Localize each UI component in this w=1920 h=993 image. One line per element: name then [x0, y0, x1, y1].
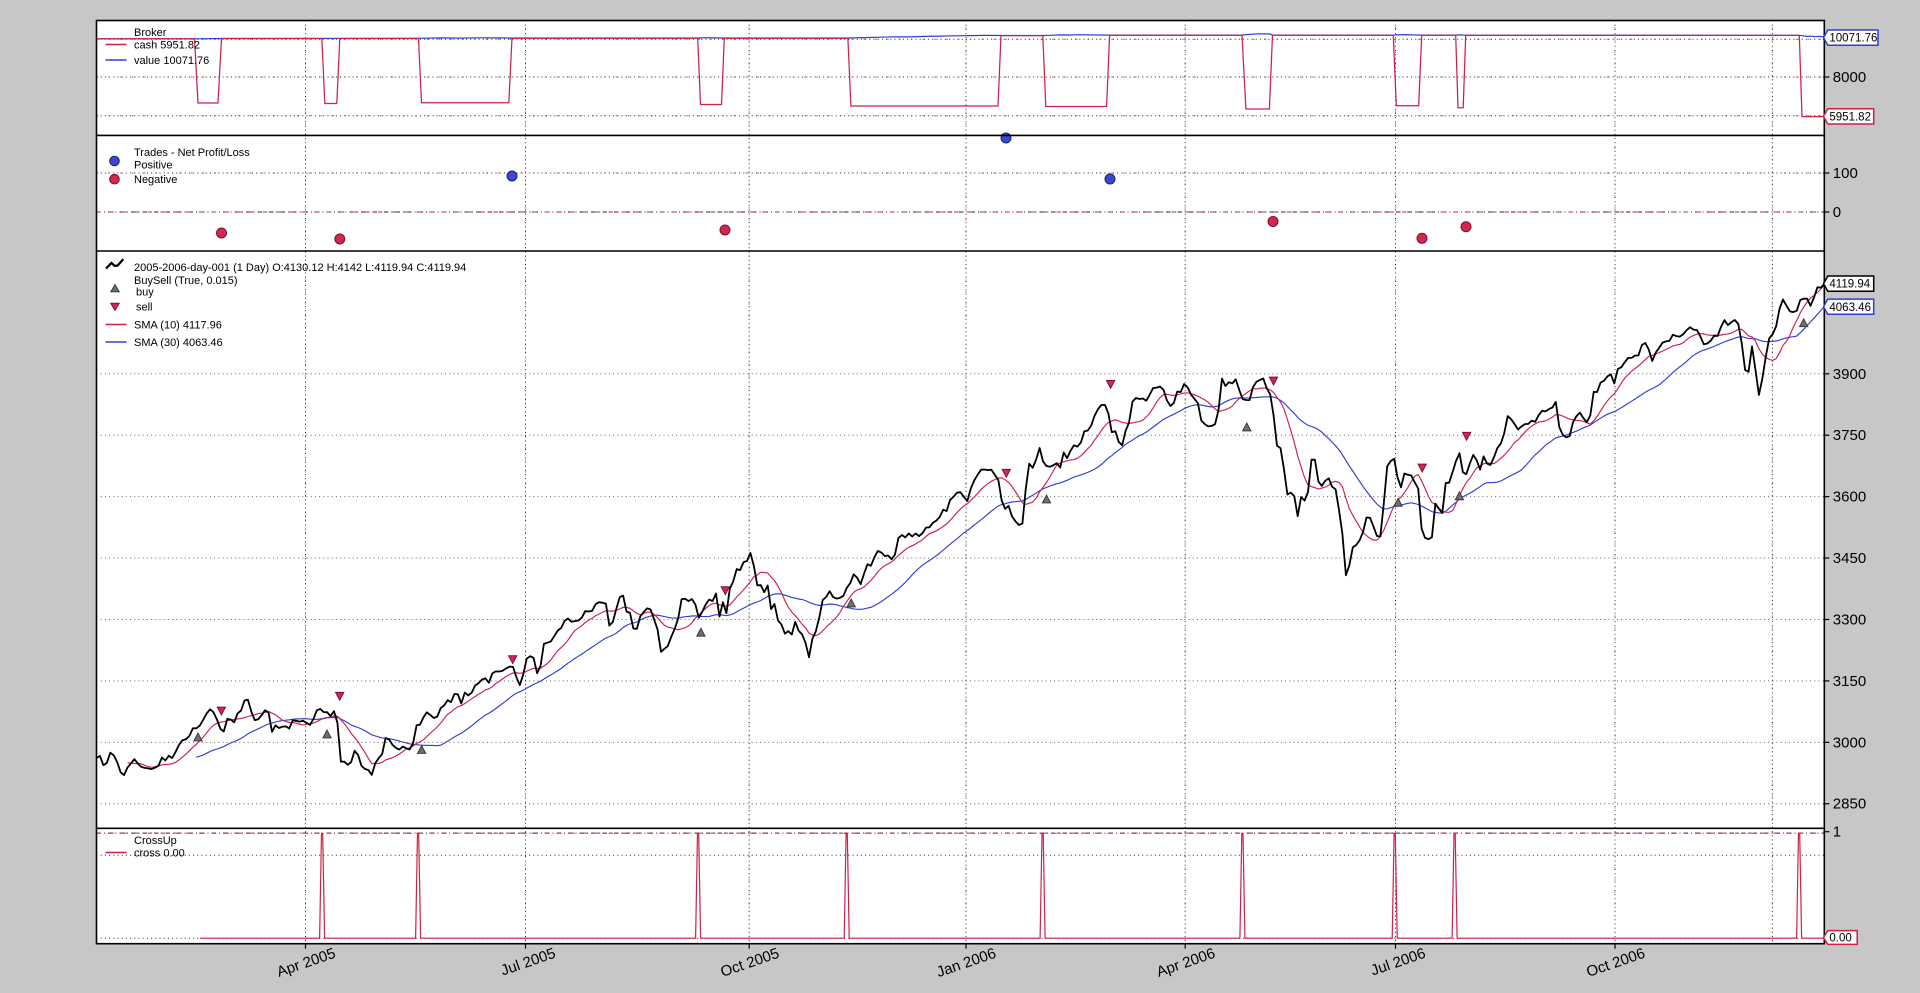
- svg-text:SMA (30) 4063.46: SMA (30) 4063.46: [134, 337, 223, 349]
- svg-text:8000: 8000: [1833, 69, 1866, 86]
- svg-text:2850: 2850: [1833, 796, 1866, 813]
- svg-text:4119.94: 4119.94: [1829, 279, 1870, 291]
- svg-text:Negative: Negative: [134, 174, 177, 186]
- svg-text:cash 5951.82: cash 5951.82: [134, 40, 200, 52]
- svg-text:CrossUp: CrossUp: [134, 835, 177, 847]
- svg-text:Trades - Net Profit/Loss: Trades - Net Profit/Loss: [134, 147, 250, 159]
- svg-text:3000: 3000: [1833, 734, 1866, 751]
- svg-text:3900: 3900: [1833, 366, 1866, 383]
- svg-text:BuySell (True, 0.015): BuySell (True, 0.015): [134, 275, 238, 287]
- svg-text:100: 100: [1833, 165, 1858, 182]
- svg-text:2005-2006-day-001 (1 Day) O:41: 2005-2006-day-001 (1 Day) O:4130.12 H:41…: [134, 262, 466, 274]
- svg-text:4063.46: 4063.46: [1829, 302, 1871, 314]
- svg-text:3450: 3450: [1833, 550, 1866, 567]
- svg-text:10071.76: 10071.76: [1829, 33, 1877, 45]
- svg-text:0: 0: [1833, 204, 1841, 221]
- svg-text:Positive: Positive: [134, 160, 173, 172]
- svg-text:Broker: Broker: [134, 27, 167, 39]
- svg-text:3600: 3600: [1833, 489, 1866, 506]
- svg-text:0.00: 0.00: [1829, 933, 1851, 945]
- svg-text:SMA (10) 4117.96: SMA (10) 4117.96: [134, 320, 222, 332]
- svg-text:3750: 3750: [1833, 427, 1866, 444]
- svg-text:cross 0.00: cross 0.00: [134, 848, 185, 860]
- svg-text:buy: buy: [136, 287, 154, 299]
- svg-text:5951.82: 5951.82: [1829, 112, 1871, 124]
- svg-text:sell: sell: [136, 302, 153, 314]
- svg-text:1: 1: [1833, 824, 1841, 841]
- svg-text:3300: 3300: [1833, 611, 1866, 628]
- svg-text:3150: 3150: [1833, 673, 1866, 690]
- svg-text:value 10071.76: value 10071.76: [134, 55, 209, 67]
